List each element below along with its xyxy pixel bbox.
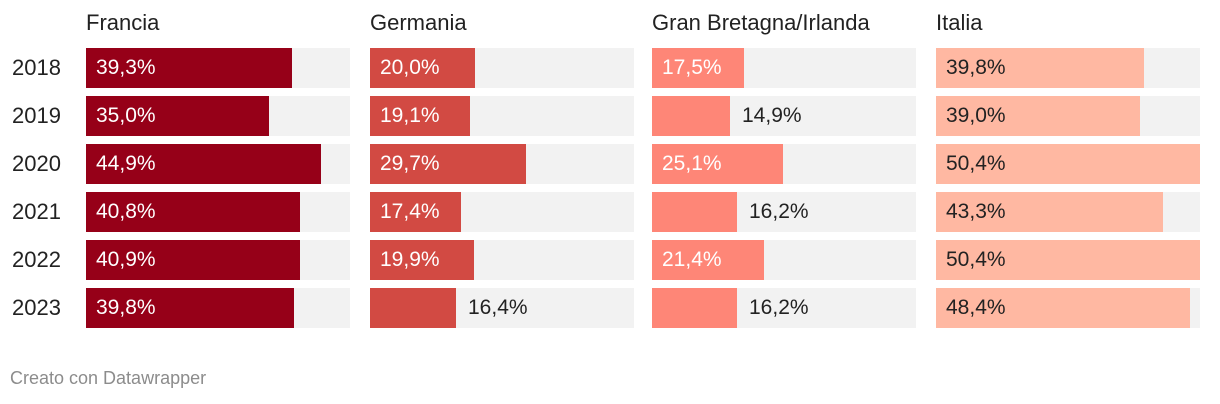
value-label-germania-2023: 16,4% <box>468 296 528 319</box>
bar-italia-2022 <box>936 240 1200 280</box>
bar-francia-2021 <box>86 192 300 232</box>
bar-germania-2023 <box>370 288 456 328</box>
value-label-italia-2018: 39,8% <box>946 56 1006 79</box>
value-label-germania-2022: 19,9% <box>380 248 440 271</box>
value-label-italia-2022: 50,4% <box>946 248 1006 271</box>
value-label-francia-2019: 35,0% <box>96 104 156 127</box>
value-label-italia-2020: 50,4% <box>946 152 1006 175</box>
year-label-2023: 2023 <box>12 295 61 320</box>
bar-germania-2020 <box>370 144 526 184</box>
value-label-francia-2021: 40,8% <box>96 200 156 223</box>
bar-francia-2018 <box>86 48 292 88</box>
value-label-gran-bretagna-irlanda-2023: 16,2% <box>749 296 809 319</box>
panel-title-italia: Italia <box>936 10 983 35</box>
bar-italia-2020 <box>936 144 1200 184</box>
value-label-gran-bretagna-irlanda-2022: 21,4% <box>662 248 722 271</box>
year-label-2018: 2018 <box>12 55 61 80</box>
year-label-2022: 2022 <box>12 247 61 272</box>
value-label-gran-bretagna-irlanda-2019: 14,9% <box>742 104 802 127</box>
value-label-italia-2021: 43,3% <box>946 200 1006 223</box>
value-label-francia-2018: 39,3% <box>96 56 156 79</box>
bar-francia-2020 <box>86 144 321 184</box>
year-label-2019: 2019 <box>12 103 61 128</box>
bar-gran-bretagna-irlanda-2023 <box>652 288 737 328</box>
value-label-gran-bretagna-irlanda-2020: 25,1% <box>662 152 722 175</box>
bar-germania-2018 <box>370 48 475 88</box>
value-label-gran-bretagna-irlanda-2021: 16,2% <box>749 200 809 223</box>
bar-gran-bretagna-irlanda-2020 <box>652 144 783 184</box>
value-label-francia-2022: 40,9% <box>96 248 156 271</box>
value-label-germania-2020: 29,7% <box>380 152 440 175</box>
value-label-italia-2019: 39,0% <box>946 104 1006 127</box>
bar-italia-2023 <box>936 288 1190 328</box>
bar-gran-bretagna-irlanda-2022 <box>652 240 764 280</box>
year-label-2021: 2021 <box>12 199 61 224</box>
year-label-2020: 2020 <box>12 151 61 176</box>
value-label-italia-2023: 48,4% <box>946 296 1006 319</box>
panel-title-gran-bretagna-irlanda: Gran Bretagna/Irlanda <box>652 10 870 35</box>
bar-italia-2018 <box>936 48 1144 88</box>
bar-francia-2023 <box>86 288 294 328</box>
value-label-francia-2020: 44,9% <box>96 152 156 175</box>
bar-gran-bretagna-irlanda-2018 <box>652 48 744 88</box>
bar-germania-2019 <box>370 96 470 136</box>
bar-francia-2022 <box>86 240 300 280</box>
value-label-germania-2021: 17,4% <box>380 200 440 223</box>
value-label-germania-2018: 20,0% <box>380 56 440 79</box>
value-label-gran-bretagna-irlanda-2018: 17,5% <box>662 56 722 79</box>
panel-title-germania: Germania <box>370 10 467 35</box>
footer-credit[interactable]: Creato con Datawrapper <box>10 368 207 388</box>
value-label-germania-2019: 19,1% <box>380 104 440 127</box>
bar-italia-2021 <box>936 192 1163 232</box>
bar-germania-2022 <box>370 240 474 280</box>
panel-title-francia: Francia <box>86 10 160 35</box>
bar-italia-2019 <box>936 96 1140 136</box>
bar-francia-2019 <box>86 96 269 136</box>
bar-gran-bretagna-irlanda-2019 <box>652 96 730 136</box>
bar-germania-2021 <box>370 192 461 232</box>
bar-gran-bretagna-irlanda-2021 <box>652 192 737 232</box>
value-label-francia-2023: 39,8% <box>96 296 156 319</box>
